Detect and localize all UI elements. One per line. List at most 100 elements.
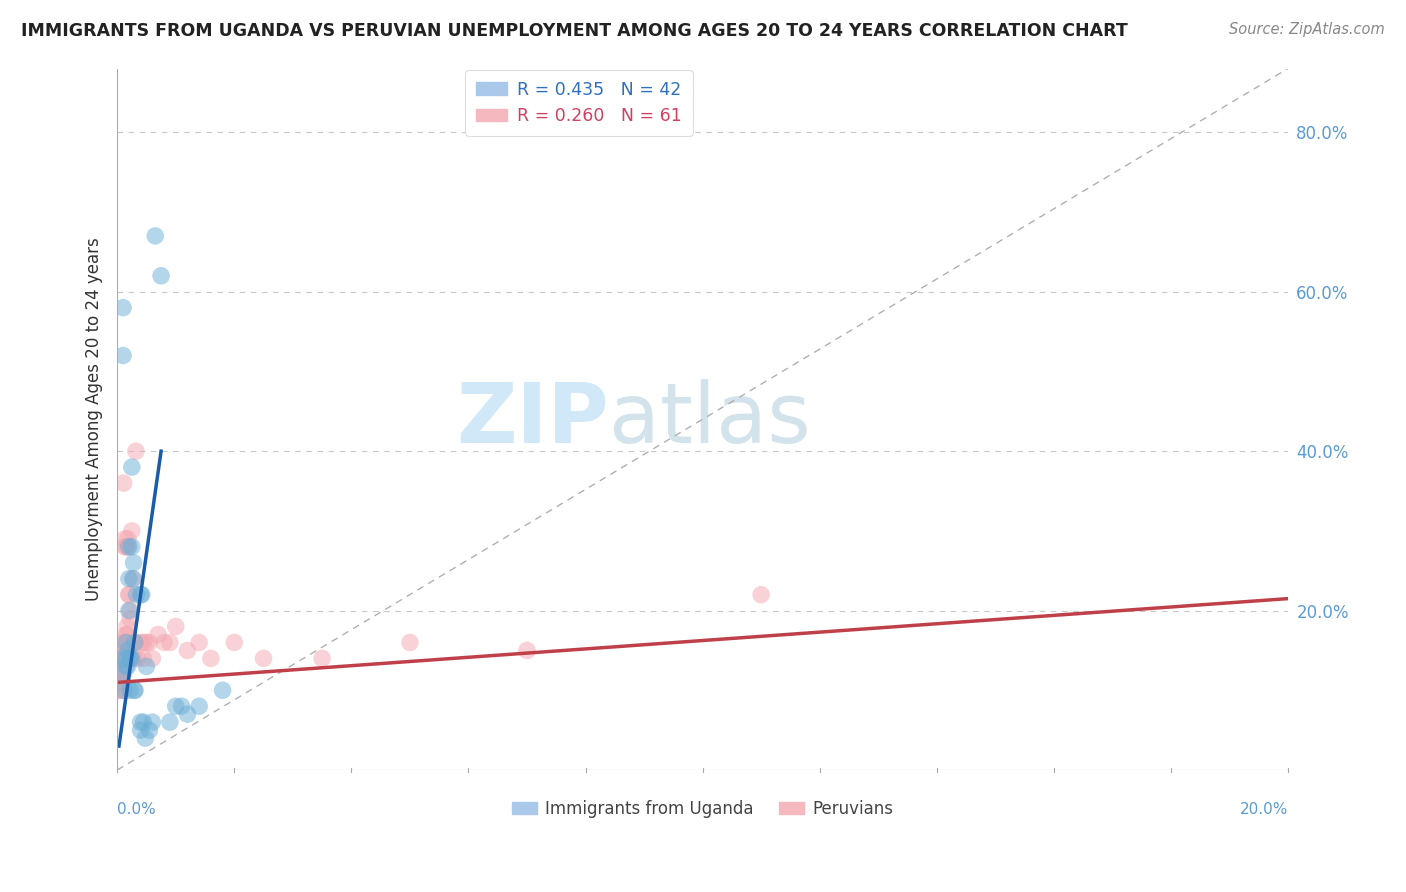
Point xyxy=(122,556,145,570)
Point xyxy=(115,627,138,641)
Point xyxy=(115,635,138,649)
Point xyxy=(112,635,135,649)
Point xyxy=(112,651,135,665)
Point xyxy=(120,683,142,698)
Point xyxy=(112,651,135,665)
Point xyxy=(124,635,146,649)
Point xyxy=(129,715,152,730)
Point xyxy=(125,444,148,458)
Point xyxy=(115,659,138,673)
Point xyxy=(122,572,145,586)
Text: IMMIGRANTS FROM UGANDA VS PERUVIAN UNEMPLOYMENT AMONG AGES 20 TO 24 YEARS CORREL: IMMIGRANTS FROM UGANDA VS PERUVIAN UNEMP… xyxy=(21,22,1128,40)
Point xyxy=(115,635,138,649)
Point xyxy=(170,699,193,714)
Point xyxy=(108,659,131,673)
Point xyxy=(159,715,181,730)
Point xyxy=(200,651,222,665)
Point xyxy=(124,683,146,698)
Point xyxy=(115,627,138,641)
Text: 20.0%: 20.0% xyxy=(1240,802,1288,816)
Point xyxy=(110,683,132,698)
Point xyxy=(143,228,166,243)
Point xyxy=(110,683,132,698)
Point xyxy=(150,268,173,283)
Point xyxy=(111,651,134,665)
Point xyxy=(118,603,141,617)
Point xyxy=(111,667,134,681)
Point xyxy=(124,635,146,649)
Point xyxy=(115,540,138,554)
Point xyxy=(159,635,181,649)
Point xyxy=(399,635,422,649)
Point xyxy=(138,635,160,649)
Point xyxy=(165,699,187,714)
Point xyxy=(110,683,132,698)
Point xyxy=(118,540,141,554)
Point xyxy=(114,540,136,554)
Point xyxy=(112,683,135,698)
Point xyxy=(125,588,148,602)
Point xyxy=(134,731,156,745)
Point xyxy=(749,588,772,602)
Point xyxy=(111,675,134,690)
Point xyxy=(115,651,138,665)
Point xyxy=(121,524,143,538)
Point xyxy=(121,460,143,475)
Point xyxy=(120,651,142,665)
Point xyxy=(132,715,155,730)
Point xyxy=(132,651,155,665)
Point xyxy=(122,572,145,586)
Point xyxy=(114,532,136,546)
Point xyxy=(132,635,155,649)
Point xyxy=(112,476,135,491)
Point xyxy=(111,659,134,673)
Point xyxy=(115,619,138,633)
Point xyxy=(108,667,131,681)
Point xyxy=(141,651,163,665)
Point xyxy=(135,659,157,673)
Text: 0.0%: 0.0% xyxy=(117,802,156,816)
Point xyxy=(129,635,152,649)
Point xyxy=(120,603,142,617)
Point xyxy=(120,611,142,625)
Point xyxy=(120,651,142,665)
Point xyxy=(188,635,211,649)
Point xyxy=(146,627,169,641)
Point xyxy=(112,643,135,657)
Point xyxy=(311,651,333,665)
Point xyxy=(141,715,163,730)
Point xyxy=(117,540,139,554)
Point xyxy=(176,707,198,722)
Text: ZIP: ZIP xyxy=(457,379,609,459)
Point xyxy=(111,659,134,673)
Point xyxy=(252,651,274,665)
Point xyxy=(112,643,135,657)
Point xyxy=(224,635,246,649)
Point xyxy=(117,532,139,546)
Point xyxy=(121,651,143,665)
Point xyxy=(112,643,135,657)
Point xyxy=(129,723,152,738)
Point xyxy=(112,667,135,681)
Point xyxy=(111,667,134,681)
Point xyxy=(131,588,153,602)
Point xyxy=(114,651,136,665)
Point xyxy=(121,540,143,554)
Point xyxy=(124,651,146,665)
Point xyxy=(153,635,176,649)
Point xyxy=(118,572,141,586)
Point xyxy=(188,699,211,714)
Point xyxy=(129,588,152,602)
Text: Source: ZipAtlas.com: Source: ZipAtlas.com xyxy=(1229,22,1385,37)
Point xyxy=(112,301,135,315)
Point xyxy=(108,667,131,681)
Point xyxy=(135,635,157,649)
Point xyxy=(117,643,139,657)
Point xyxy=(118,588,141,602)
Point xyxy=(112,349,135,363)
Point xyxy=(111,635,134,649)
Point xyxy=(124,683,146,698)
Point xyxy=(110,675,132,690)
Point xyxy=(176,643,198,657)
Point xyxy=(118,588,141,602)
